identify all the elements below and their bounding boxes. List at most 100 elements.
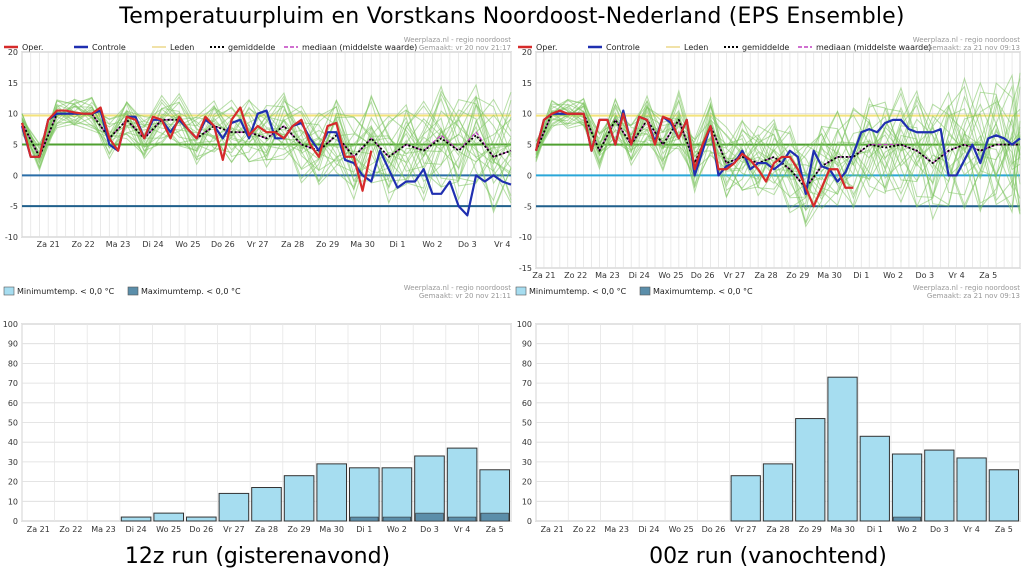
plume-chart-12z: -10 -5 0 5 10 15 20 Za 21 Zo 22 Ma 23 Di 24 Wo 25 Do… bbox=[0, 36, 515, 274]
y-tick-label: 0 bbox=[527, 171, 532, 180]
x-tick-label: Zo 22 bbox=[564, 271, 587, 280]
x-tick-label: Do 3 bbox=[420, 525, 439, 534]
x-tick-label: Vr 27 bbox=[223, 525, 244, 534]
x-tick-label: Di 24 bbox=[638, 525, 659, 534]
bar-max-temp bbox=[415, 512, 444, 522]
x-tick-label: Ma 30 bbox=[830, 525, 855, 534]
legend-label-min: Minimumtemp. < 0,0 °C bbox=[529, 287, 627, 296]
x-tick-label: Do 26 bbox=[691, 271, 715, 280]
x-tick-label: Za 5 bbox=[486, 525, 504, 534]
plume-chart-12z-svg: -10 -5 0 5 10 15 20 Za 21 Zo 22 Ma 23 Di 24 Wo 25 Do… bbox=[4, 36, 512, 249]
bar-min-temp bbox=[479, 469, 510, 522]
y-tick-label: 50 bbox=[8, 419, 18, 428]
run-label-00z: 00z run (vanochtend) bbox=[649, 544, 887, 569]
x-tick-label: Za 28 bbox=[281, 240, 304, 249]
y-tick-label: 90 bbox=[522, 340, 532, 349]
x-tick-label: Za 5 bbox=[979, 271, 997, 280]
made-label: Gemaakt: za 21 nov 09:13 bbox=[927, 44, 1020, 52]
ensemble-member-line bbox=[21, 91, 512, 189]
ensemble-member-line bbox=[535, 91, 1021, 225]
source-label: Weerplaza.nl - regio noordoost bbox=[913, 284, 1021, 292]
x-tick-label: Vr 27 bbox=[247, 240, 268, 249]
bar-min-temp bbox=[349, 467, 380, 522]
x-tick-label: Di 1 bbox=[389, 240, 405, 249]
x-tick-label: Ma 23 bbox=[91, 525, 116, 534]
legend-label: gemiddelde bbox=[228, 43, 275, 52]
bar-max-temp bbox=[350, 516, 379, 522]
bar-min-temp bbox=[153, 512, 184, 522]
made-label: Gemaakt: vr 20 nov 21:17 bbox=[419, 44, 511, 52]
legend-label: gemiddelde bbox=[742, 43, 789, 52]
x-tick-label: Di 1 bbox=[867, 525, 883, 534]
x-tick-label: Za 21 bbox=[27, 525, 50, 534]
bar-min-temp bbox=[956, 457, 987, 522]
y-tick-label: 100 bbox=[3, 320, 18, 329]
x-tick-label: Wo 25 bbox=[175, 240, 200, 249]
y-tick-label: 20 bbox=[522, 48, 532, 57]
x-tick-label: Wo 25 bbox=[156, 525, 181, 534]
x-tick-label: Zo 29 bbox=[799, 525, 822, 534]
x-tick-label: Zo 22 bbox=[573, 525, 596, 534]
x-tick-label: Ma 23 bbox=[106, 240, 131, 249]
series-oper-line bbox=[534, 109, 854, 208]
frost-chart-00z-svg: Minimumtemp. < 0,0 °C Maximumtemp. < 0,0 … bbox=[515, 284, 1021, 534]
x-tick-label: Di 1 bbox=[853, 271, 869, 280]
x-tick-label: Do 3 bbox=[915, 271, 934, 280]
bar-min-temp bbox=[446, 447, 478, 522]
bar-min-temp bbox=[218, 492, 250, 522]
y-tick-label: 80 bbox=[522, 359, 532, 368]
y-tick-label: -15 bbox=[519, 264, 532, 273]
frost-chart-12z: Minimumtemp. < 0,0 °C Maximumtemp. < 0,0 … bbox=[0, 283, 515, 539]
x-tick-label: Ma 30 bbox=[319, 525, 344, 534]
legend-label-max: Maximumtemp. < 0,0 °C bbox=[653, 287, 753, 296]
x-tick-label: Vr 27 bbox=[735, 525, 756, 534]
x-tick-label: Za 5 bbox=[995, 525, 1013, 534]
bar-min-temp bbox=[924, 449, 955, 522]
bar-min-temp bbox=[186, 516, 217, 522]
y-tick-label: 10 bbox=[522, 497, 532, 506]
y-tick-label: 15 bbox=[8, 79, 18, 88]
x-tick-label: Di 24 bbox=[629, 271, 650, 280]
y-tick-label: 30 bbox=[8, 458, 18, 467]
legend-label: Controle bbox=[92, 43, 126, 52]
y-tick-label: 15 bbox=[522, 79, 532, 88]
legend-label: Controle bbox=[606, 43, 640, 52]
y-tick-label: 50 bbox=[522, 419, 532, 428]
made-label: Gemaakt: vr 20 nov 21:11 bbox=[419, 292, 511, 300]
y-tick-label: 60 bbox=[8, 399, 18, 408]
bar-min-temp bbox=[120, 516, 152, 522]
y-tick-label: 5 bbox=[13, 141, 18, 150]
bar-max-temp bbox=[480, 512, 509, 522]
legend-swatch-max bbox=[127, 286, 139, 296]
y-tick-label: 30 bbox=[522, 458, 532, 467]
y-tick-label: 10 bbox=[8, 110, 18, 119]
y-tick-label: 70 bbox=[8, 379, 18, 388]
y-tick-label: 40 bbox=[522, 438, 532, 447]
x-tick-label: Zo 22 bbox=[59, 525, 82, 534]
y-tick-label: 40 bbox=[8, 438, 18, 447]
bar-min-temp bbox=[381, 467, 413, 522]
y-tick-label: 70 bbox=[522, 379, 532, 388]
x-tick-label: Wo 2 bbox=[897, 525, 917, 534]
ensemble-member-line bbox=[535, 82, 1021, 208]
legend-label: Oper. bbox=[22, 43, 43, 52]
y-tick-label: 20 bbox=[522, 478, 532, 487]
x-tick-label: Do 26 bbox=[189, 525, 213, 534]
bar-min-temp bbox=[795, 418, 826, 522]
x-tick-label: Do 3 bbox=[458, 240, 477, 249]
ensemble-member-line bbox=[535, 95, 1021, 202]
bar-min-temp bbox=[827, 376, 858, 522]
legend-label: mediaan (middelste waarde) bbox=[816, 43, 931, 52]
ensemble-member-line bbox=[535, 81, 1021, 193]
bar-min-temp bbox=[891, 453, 923, 522]
legend-label: Leden bbox=[684, 43, 708, 52]
y-tick-label: 80 bbox=[8, 359, 18, 368]
source-label: Weerplaza.nl - regio noordoost bbox=[913, 36, 1021, 44]
x-tick-label: Za 28 bbox=[755, 271, 778, 280]
x-tick-label: Di 24 bbox=[126, 525, 147, 534]
x-tick-label: Vr 4 bbox=[963, 525, 979, 534]
bar-min-temp bbox=[316, 463, 347, 522]
x-tick-label: Wo 2 bbox=[422, 240, 442, 249]
x-tick-label: Ma 23 bbox=[595, 271, 620, 280]
series-mean-line bbox=[21, 112, 512, 158]
